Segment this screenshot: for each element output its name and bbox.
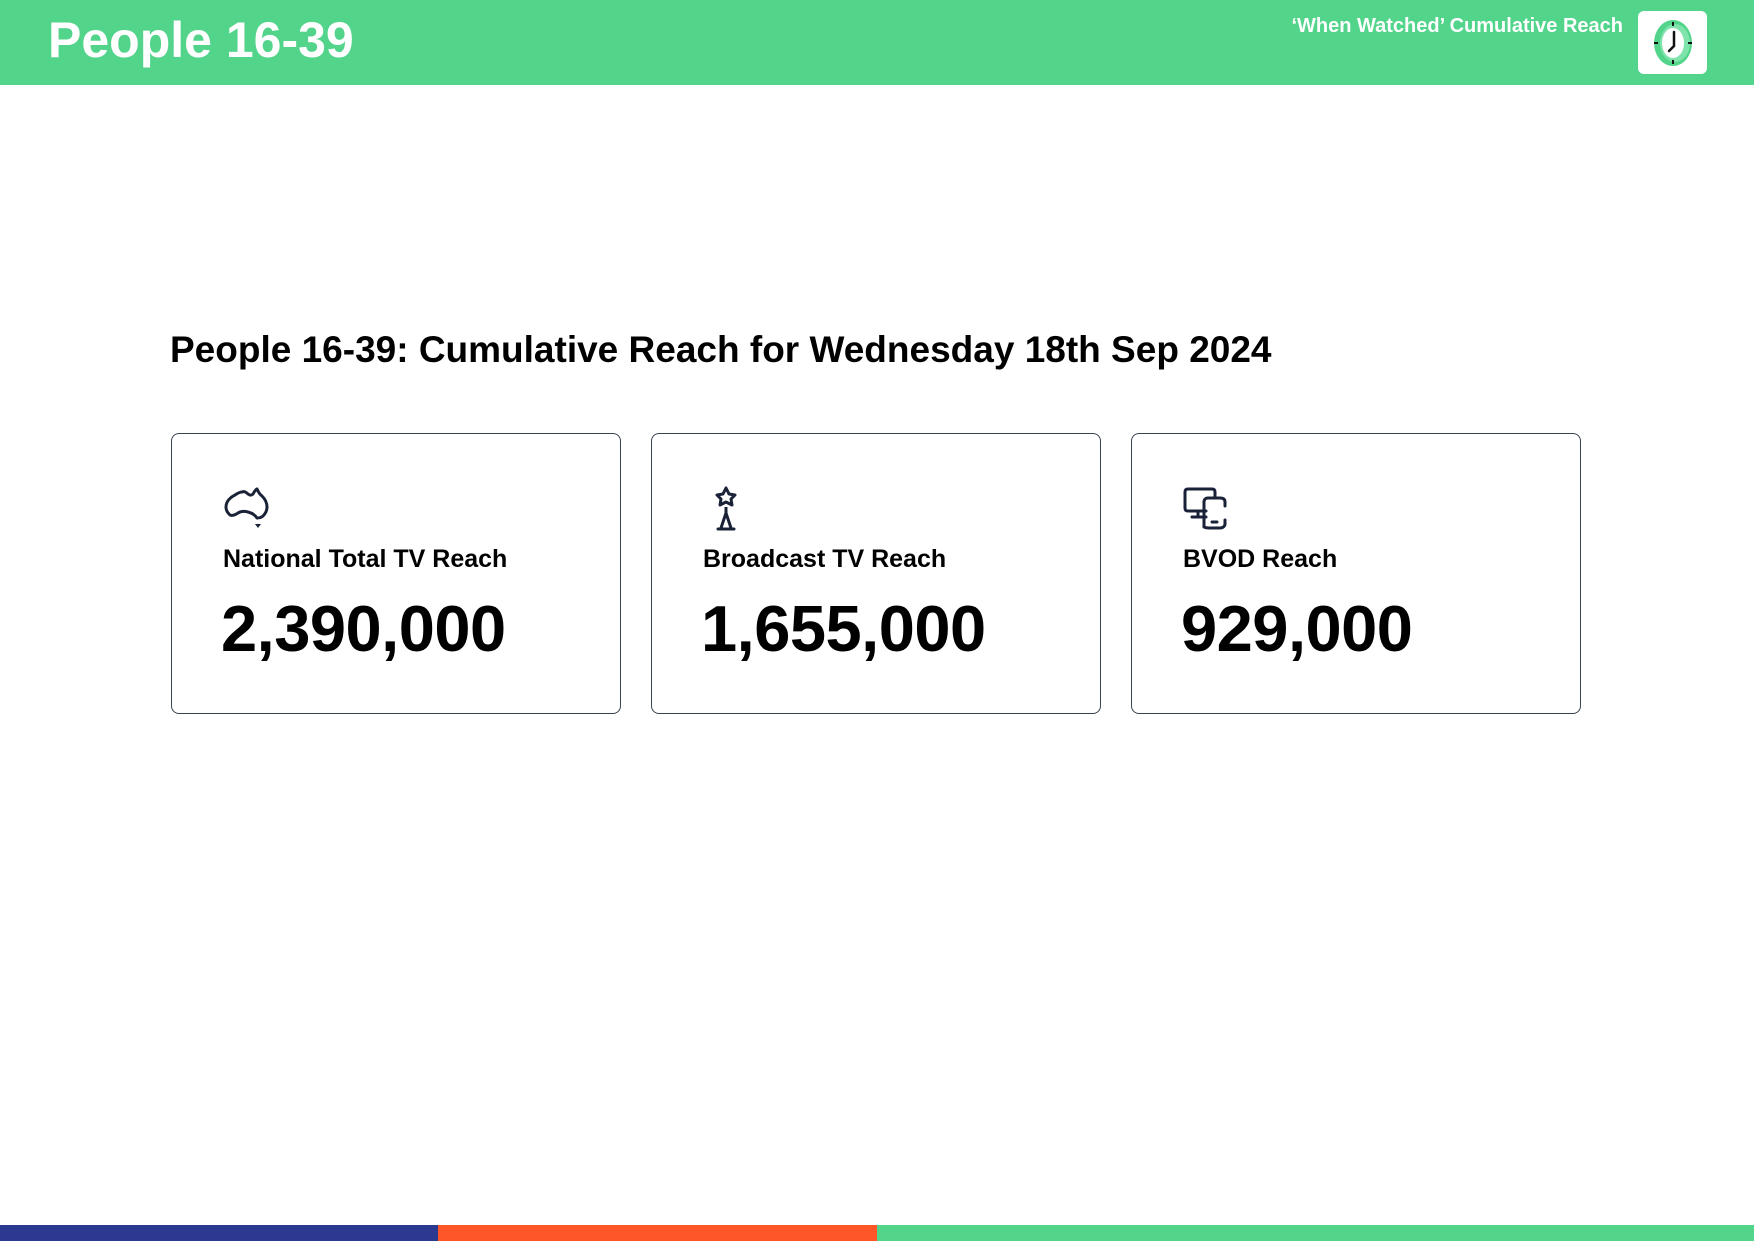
footer-bar-navy [0, 1225, 438, 1241]
footer-bar-orange [438, 1225, 877, 1241]
report-subtitle: ‘When Watched’ Cumulative Reach [1291, 15, 1623, 37]
clock-icon [1638, 11, 1707, 74]
devices-icon [1182, 485, 1230, 533]
footer-bar-green [877, 1225, 1754, 1241]
card-broadcast-tv-reach: Broadcast TV Reach 1,655,000 [651, 433, 1101, 714]
card-national-total-tv-reach: National Total TV Reach 2,390,000 [171, 433, 621, 714]
card-value: 1,655,000 [701, 592, 986, 665]
card-label: BVOD Reach [1183, 545, 1338, 573]
card-label: Broadcast TV Reach [703, 545, 947, 573]
header-banner: People 16-39 ‘When Watched’ Cumulative R… [0, 0, 1754, 85]
australia-map-icon [222, 485, 270, 533]
card-value: 929,000 [1181, 592, 1413, 665]
card-value: 2,390,000 [221, 592, 506, 665]
broadcast-tower-icon [702, 485, 750, 533]
card-bvod-reach: BVOD Reach 929,000 [1131, 433, 1581, 714]
card-label: National Total TV Reach [223, 545, 508, 573]
page-title: People 16-39 [48, 12, 354, 68]
reach-heading: People 16-39: Cumulative Reach for Wedne… [170, 329, 1272, 370]
